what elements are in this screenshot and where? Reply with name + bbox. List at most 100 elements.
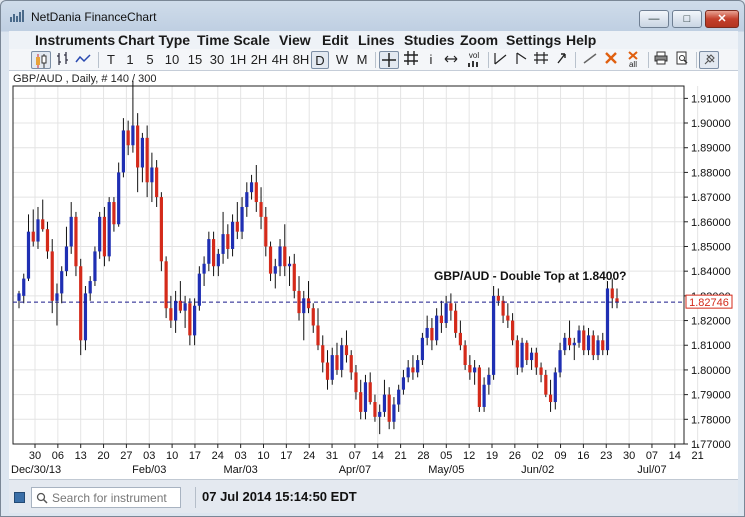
candle-body-down bbox=[102, 216, 107, 257]
status-indicator-icon bbox=[14, 492, 25, 503]
bar-chart-button[interactable] bbox=[54, 51, 72, 69]
chart-annotation: GBP/AUD - Double Top at 1.8400? bbox=[434, 269, 626, 283]
candle-body-down bbox=[41, 219, 45, 230]
candle bbox=[610, 278, 614, 309]
timescale-daily-button[interactable]: D bbox=[311, 51, 329, 69]
trendline-tool-button[interactable] bbox=[492, 51, 508, 69]
timescale-1h-button[interactable]: 1H bbox=[229, 52, 247, 67]
current-price-box bbox=[685, 294, 733, 309]
candle bbox=[41, 199, 45, 232]
price-chart[interactable]: GBP/AUD - Double Top at 1.8400? 1.910001… bbox=[9, 71, 738, 479]
candlestick-chart-button[interactable] bbox=[31, 51, 51, 69]
x-day-label: 21 bbox=[394, 450, 406, 462]
timescale-8h-button[interactable]: 8H bbox=[292, 52, 310, 67]
instrument-subtitle: GBP/AUD , Daily, # 140 / 300 bbox=[13, 73, 157, 85]
fibonacci-icon bbox=[534, 52, 548, 64]
candle bbox=[174, 290, 178, 333]
timescale-30min-button[interactable]: 30 bbox=[209, 52, 225, 67]
candle bbox=[605, 281, 610, 356]
timescale-1min-button[interactable]: 1 bbox=[126, 52, 134, 67]
candle-body-up bbox=[36, 219, 40, 242]
info-button[interactable]: i bbox=[429, 52, 433, 67]
delete-x-icon bbox=[605, 52, 617, 64]
instrument-search-field[interactable]: Search for instrument bbox=[31, 487, 181, 508]
menu-view[interactable]: View bbox=[279, 32, 311, 48]
candle-body-up bbox=[193, 305, 197, 336]
candle bbox=[529, 347, 534, 370]
menu-settings[interactable]: Settings bbox=[506, 32, 562, 48]
candle bbox=[245, 182, 249, 217]
candle-body-down bbox=[325, 362, 330, 380]
candle-body-up bbox=[55, 293, 59, 301]
x-day-label: 05 bbox=[440, 450, 452, 462]
candle-body-down bbox=[79, 266, 83, 341]
menu-chart-type[interactable]: Chart Type bbox=[118, 32, 191, 48]
pointer-tool-button[interactable] bbox=[554, 51, 570, 69]
candle-body-down bbox=[311, 308, 315, 326]
menu-edit[interactable]: Edit bbox=[322, 32, 349, 48]
close-button[interactable]: ✕ bbox=[705, 10, 739, 28]
candle bbox=[520, 337, 524, 373]
candle bbox=[178, 281, 182, 314]
ray-tool-button[interactable] bbox=[512, 51, 528, 69]
candle bbox=[601, 332, 605, 356]
candle bbox=[216, 248, 220, 277]
timescale-4h-button[interactable]: 4H bbox=[271, 52, 289, 67]
chart-area[interactable]: GBP/AUD , Daily, # 140 / 300 GBP/AUD - D… bbox=[9, 71, 738, 479]
candle bbox=[235, 202, 239, 240]
timescale-tick-button[interactable]: T bbox=[107, 52, 115, 67]
delete-all-button[interactable]: all bbox=[623, 51, 643, 69]
timescale-monthly-button[interactable]: M bbox=[356, 52, 368, 67]
timescale-weekly-button[interactable]: W bbox=[335, 52, 349, 67]
candle bbox=[425, 315, 429, 346]
pin-button[interactable] bbox=[699, 51, 719, 69]
status-datetime: 07 Jul 2014 15:14:50 EDT bbox=[202, 489, 357, 504]
y-tick-label: 1.79000 bbox=[691, 390, 731, 402]
fibonacci-tool-button[interactable] bbox=[532, 51, 550, 69]
menu-time-scale[interactable]: Time Scale bbox=[197, 32, 270, 48]
menu-help[interactable]: Help bbox=[566, 32, 597, 48]
crosshair-button[interactable] bbox=[379, 51, 399, 69]
toolbar-separator bbox=[575, 52, 576, 68]
print-button[interactable] bbox=[652, 51, 670, 69]
menu-instruments[interactable]: Instruments bbox=[35, 32, 116, 48]
maximize-button[interactable]: □ bbox=[672, 10, 702, 28]
draw-line-button[interactable] bbox=[581, 51, 599, 69]
menu-lines[interactable]: Lines bbox=[358, 32, 395, 48]
timescale-5min-button[interactable]: 5 bbox=[146, 52, 154, 67]
candle-body-down bbox=[449, 303, 453, 311]
candle bbox=[591, 330, 595, 361]
line-chart-button[interactable] bbox=[74, 51, 92, 69]
volume-label: vol bbox=[468, 51, 480, 60]
candle bbox=[145, 125, 149, 198]
delete-drawing-button[interactable] bbox=[602, 51, 620, 69]
candle-body-down bbox=[178, 300, 182, 311]
timescale-10min-button[interactable]: 10 bbox=[164, 52, 180, 67]
candle-body-up bbox=[64, 246, 69, 272]
minimize-button[interactable]: — bbox=[639, 10, 669, 28]
candle bbox=[112, 197, 116, 232]
candle bbox=[321, 335, 325, 373]
menu-zoom[interactable]: Zoom bbox=[460, 32, 499, 48]
timescale-15min-button[interactable]: 15 bbox=[187, 52, 203, 67]
candle bbox=[26, 214, 31, 282]
candle-body-down bbox=[164, 261, 168, 309]
ray-line-icon bbox=[516, 52, 527, 64]
candle-body-up bbox=[392, 404, 396, 422]
print-preview-button[interactable] bbox=[673, 51, 691, 69]
candle bbox=[430, 318, 434, 351]
candle bbox=[193, 298, 197, 346]
timescale-2h-button[interactable]: 2H bbox=[250, 52, 268, 67]
candle bbox=[79, 258, 83, 356]
line-chart-icon bbox=[75, 54, 91, 63]
volume-button[interactable]: vol bbox=[464, 51, 484, 69]
scroll-arrows-button[interactable] bbox=[442, 51, 460, 69]
candlestick-series bbox=[17, 81, 619, 435]
candle-body-down bbox=[126, 130, 130, 146]
candle-body-up bbox=[245, 192, 249, 207]
grid-button[interactable] bbox=[402, 51, 420, 69]
candle bbox=[131, 81, 135, 153]
candle-body-up bbox=[520, 342, 524, 368]
menu-studies[interactable]: Studies bbox=[404, 32, 455, 48]
candle bbox=[397, 384, 401, 412]
